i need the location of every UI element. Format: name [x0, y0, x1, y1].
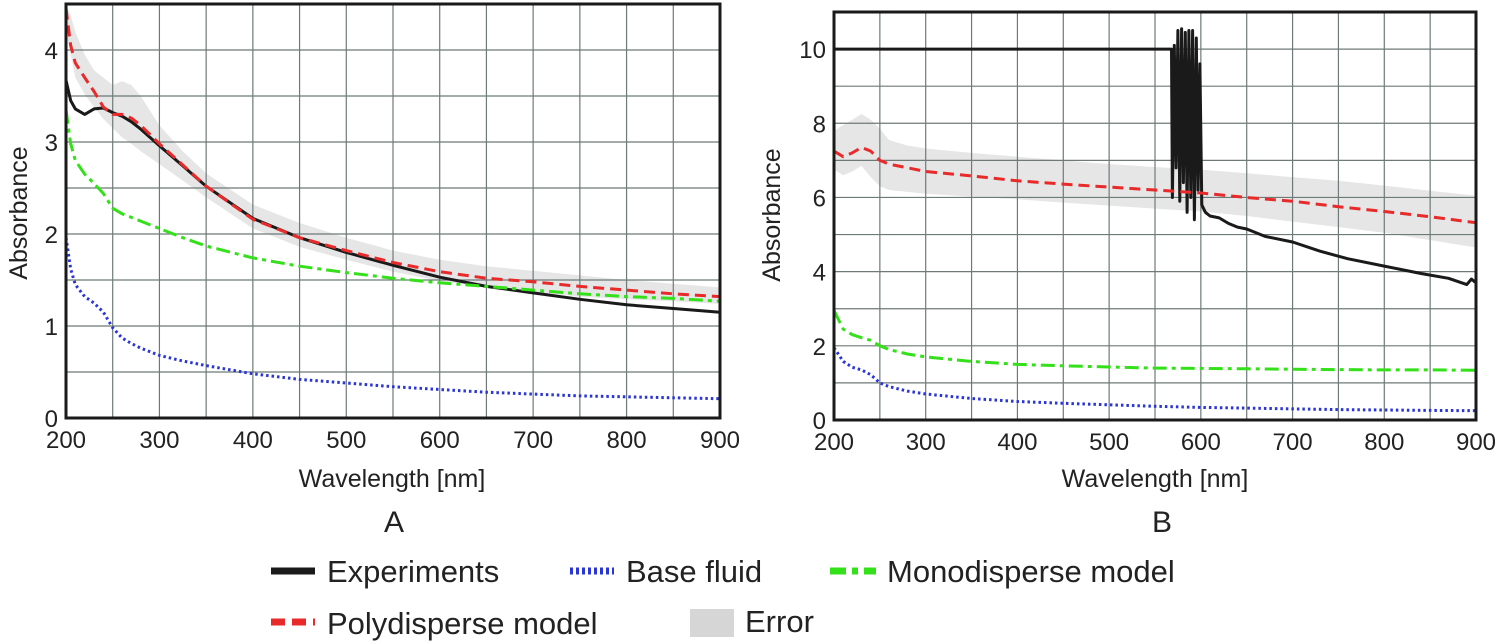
x-tick-label-b: 800: [1364, 429, 1404, 456]
x-tick-label-b: 200: [814, 429, 854, 456]
series-monodisperse-b: [832, 309, 1477, 372]
x-axis-label-b: Wavelength [nm]: [1062, 465, 1249, 493]
x-tick-label-a: 200: [46, 427, 86, 454]
y-axis-label-a: Absorbance: [5, 146, 33, 279]
y-tick-label-b: 8: [813, 111, 826, 138]
y-tick-label-b: 2: [813, 334, 826, 361]
panel-label-b: B: [1152, 506, 1172, 539]
series-experiments-b: [834, 27, 1477, 287]
y-tick-label-b: 6: [813, 185, 826, 212]
series-polydisperse-a: [64, 8, 721, 299]
x-tick-label-a: 300: [139, 427, 179, 454]
y-tick-label-b: 10: [799, 37, 826, 64]
legend-label-monodisperse: Monodisperse model: [887, 554, 1175, 589]
x-tick-labels-b: 200 300 400 500 600 700 800 900: [814, 429, 1496, 456]
panel-label-a: A: [384, 506, 404, 539]
x-tick-label-b: 300: [906, 429, 946, 456]
panel-b: 200 300 400 500 600 700 800 900 0 2 4 6 8 10 Wavelen…: [758, 10, 1496, 539]
x-tick-label-a: 500: [326, 427, 366, 454]
x-tick-label-a: 900: [700, 427, 740, 454]
legend-label-polydisperse: Polydisperse model: [327, 606, 598, 641]
legend-label-experiments: Experiments: [327, 554, 499, 589]
plot-frame-a: [64, 2, 722, 420]
series-polydisperse-b: [833, 145, 1477, 225]
x-axis-label-a: Wavelength [nm]: [299, 465, 486, 493]
grid-a: [66, 4, 720, 418]
legend-label-error: Error: [745, 604, 814, 639]
series-b: [832, 27, 1477, 413]
panel-a: 200 300 400 500 600 700 800 900 0 1 2 3 4 Wavelengt…: [5, 2, 740, 539]
grid-b: [834, 12, 1476, 420]
x-tick-label-b: 500: [1089, 429, 1129, 456]
y-tick-labels-a: 0 1 2 3 4: [45, 38, 58, 433]
plot-frame-b: [832, 10, 1478, 422]
x-tick-label-a: 400: [233, 427, 273, 454]
y-tick-label-a: 2: [45, 222, 58, 249]
series-base-fluid-b: [832, 346, 1477, 413]
y-tick-label-a: 3: [45, 130, 58, 157]
x-tick-label-a: 700: [513, 427, 553, 454]
x-tick-label-a: 800: [607, 427, 647, 454]
series-a: [64, 8, 721, 401]
x-tick-label-b: 400: [997, 429, 1037, 456]
x-tick-label-b: 600: [1181, 429, 1221, 456]
y-axis-label-b: Absorbance: [758, 148, 786, 281]
legend: Experiments Base fluid Monodisperse mode…: [271, 554, 1175, 641]
x-tick-label-a: 600: [420, 427, 460, 454]
series-monodisperse-a: [64, 109, 721, 303]
legend-swatch-error: [690, 609, 734, 637]
y-tick-label-b: 4: [813, 260, 826, 287]
y-tick-label-b: 0: [813, 408, 826, 435]
x-tick-label-b: 900: [1456, 429, 1496, 456]
x-tick-labels-a: 200 300 400 500 600 700 800 900: [46, 427, 740, 454]
series-base-fluid-a: [64, 237, 721, 401]
x-tick-label-b: 700: [1273, 429, 1313, 456]
y-tick-label-a: 1: [45, 314, 58, 341]
y-tick-label-a: 4: [45, 38, 58, 65]
y-tick-labels-b: 0 2 4 6 8 10: [799, 37, 826, 435]
y-tick-label-a: 0: [45, 406, 58, 433]
legend-label-base-fluid: Base fluid: [626, 554, 762, 589]
